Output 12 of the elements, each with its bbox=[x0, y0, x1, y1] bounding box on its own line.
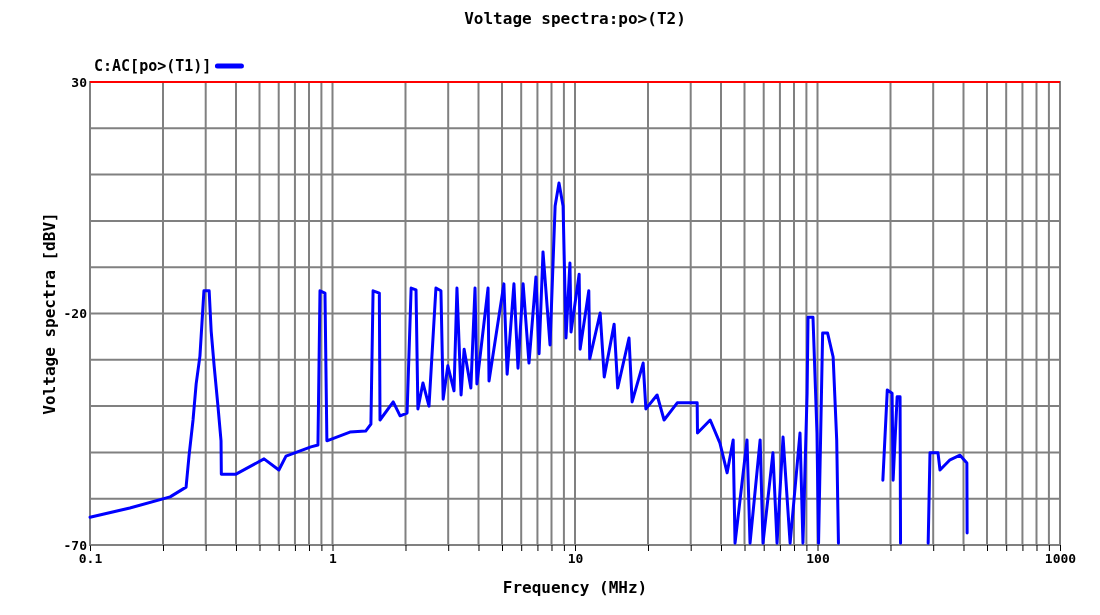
x-tick-label: 100 bbox=[806, 551, 830, 567]
legend-label: C:AC[po>(T1)] bbox=[94, 57, 212, 75]
x-tick-label: 0.1 bbox=[78, 551, 103, 567]
y-tick-label: -20 bbox=[63, 306, 88, 322]
x-tick-label: 10 bbox=[567, 551, 584, 567]
x-tick-label: 1000 bbox=[1044, 551, 1077, 567]
y-axis-title: Voltage spectra [dBV] bbox=[40, 212, 59, 415]
x-axis-title: Frequency (MHz) bbox=[502, 578, 648, 597]
x-tick-label: 1 bbox=[329, 551, 338, 567]
y-tick-label: 30 bbox=[71, 74, 88, 90]
chart-title: Voltage spectra:po>(T2) bbox=[464, 9, 686, 28]
y-tick-label: -70 bbox=[63, 537, 88, 553]
